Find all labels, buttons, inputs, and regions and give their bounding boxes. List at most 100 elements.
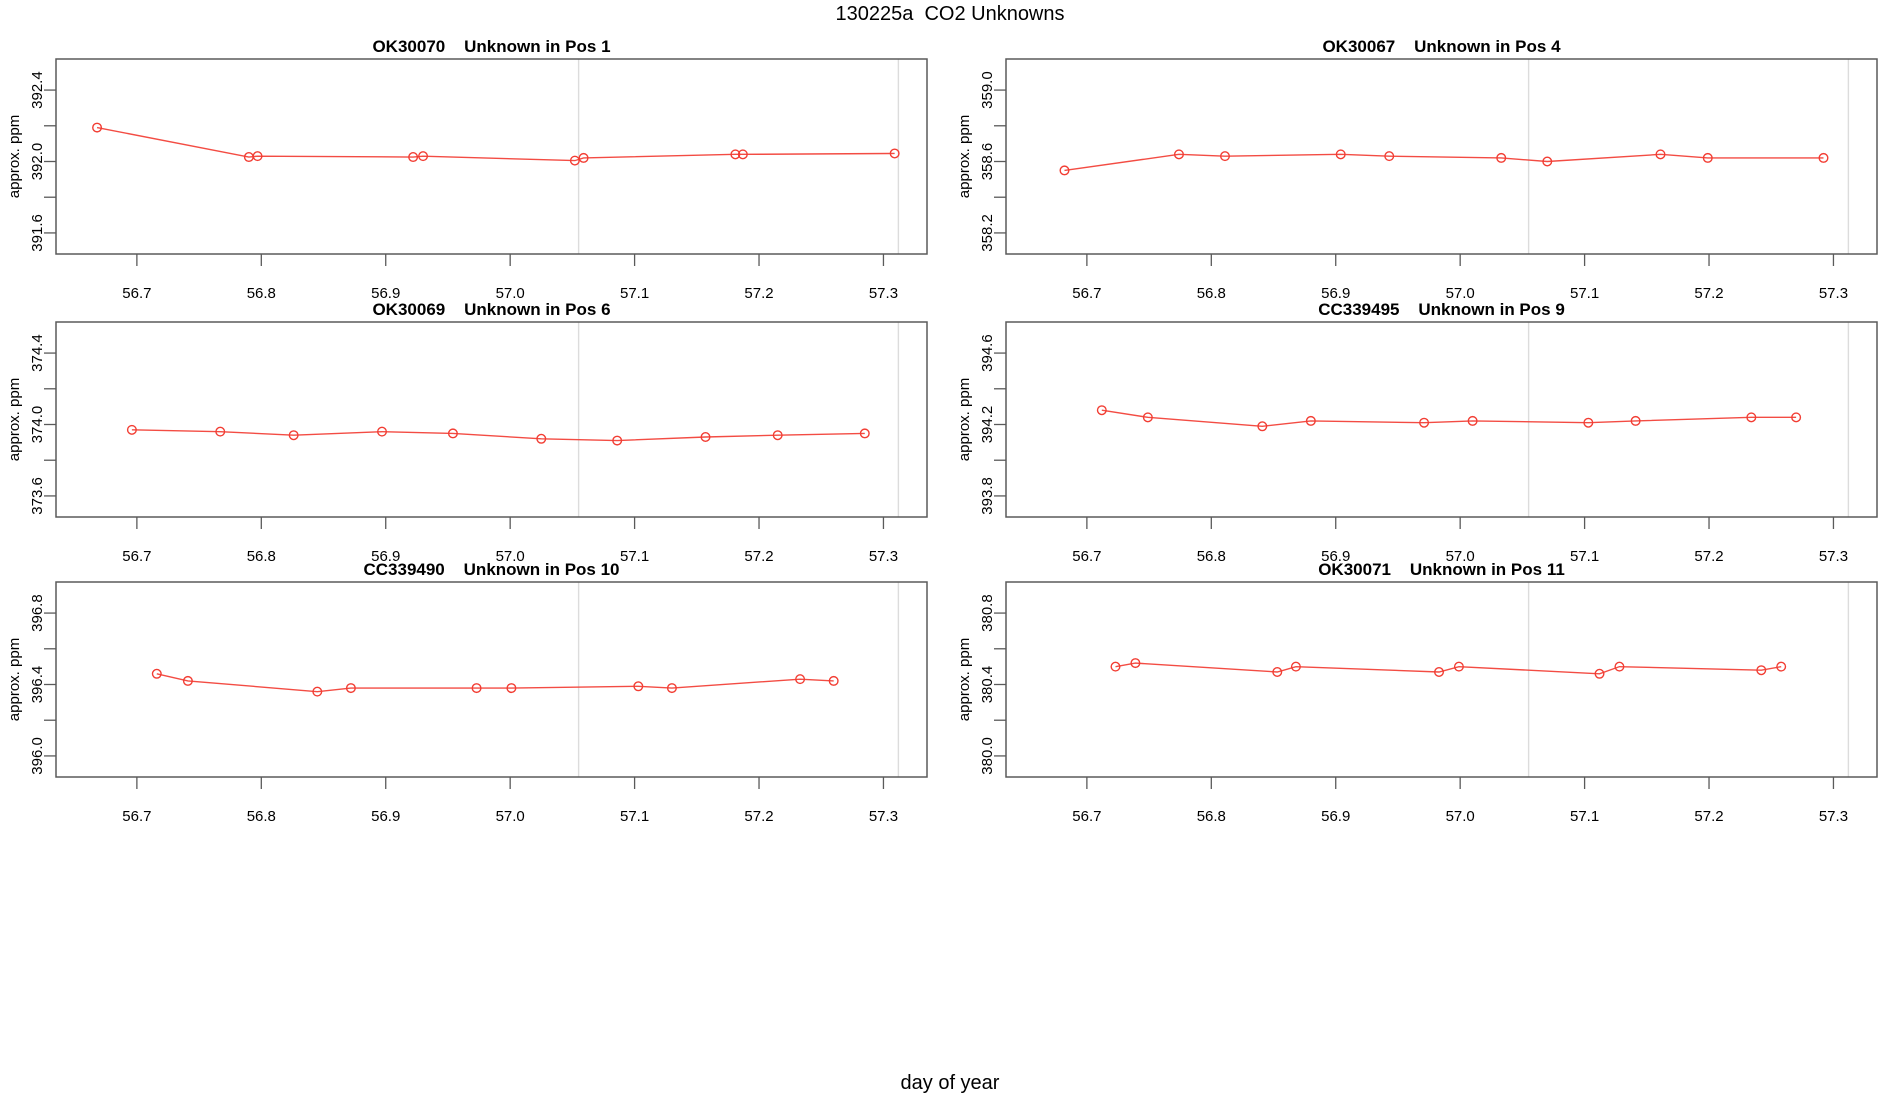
data-point <box>633 681 644 692</box>
data-point <box>1257 421 1268 432</box>
plot-box <box>55 581 928 778</box>
panel-title: CC339495 Unknown in Pos 9 <box>1318 300 1565 319</box>
data-point <box>612 435 623 446</box>
y-tick-label: 380.8 <box>979 594 996 632</box>
x-tick-label: 56.7 <box>1072 285 1101 302</box>
data-point <box>471 683 482 694</box>
x-tick-label: 57.2 <box>1694 808 1723 825</box>
panel-cc339490: CC339490 Unknown in Pos 10 56.7 56.8 56.9 57… <box>6 560 928 825</box>
x-tick-label: 57.0 <box>1446 808 1475 825</box>
y-tick-label: 358.6 <box>979 143 996 181</box>
data-point <box>536 433 547 444</box>
data-line <box>1064 153 1824 172</box>
x-axis-label: day of year <box>900 1072 1000 1094</box>
panel-ok30067: OK30067 Unknown in Pos 4 56.7 56.8 56.9 57.0… <box>956 37 1878 302</box>
x-tick-label: 56.8 <box>247 808 276 825</box>
panel-title: CC339490 Unknown in Pos 10 <box>363 560 619 579</box>
x-tick-label: 57.1 <box>1570 548 1599 565</box>
panel-cc339495: CC339495 Unknown in Pos 9 56.7 56.8 56.9 57.… <box>956 300 1878 565</box>
data-point <box>1776 661 1787 672</box>
panel-ok30071: OK30071 Unknown in Pos 11 56.7 56.8 56.9 57.… <box>956 560 1878 825</box>
x-tick-label: 56.7 <box>1072 808 1101 825</box>
y-tick-label: 396.8 <box>29 594 46 632</box>
y-tick-label: 380.0 <box>979 737 996 775</box>
x-tick-label: 57.3 <box>869 548 898 565</box>
data-point <box>859 428 870 439</box>
data-line <box>96 126 895 162</box>
data-point <box>1453 661 1464 672</box>
data-point <box>828 675 839 686</box>
data-point <box>1594 668 1605 679</box>
x-tick-label: 56.8 <box>247 548 276 565</box>
y-tick-label: 358.2 <box>979 214 996 252</box>
x-tick-label: 57.1 <box>1570 285 1599 302</box>
data-point <box>666 683 677 694</box>
y-tick-label: 380.4 <box>979 666 996 704</box>
data-point <box>1110 661 1121 672</box>
data-point <box>92 122 103 133</box>
data-point <box>1096 405 1107 416</box>
y-tick-label: 393.8 <box>979 477 996 515</box>
plot-box <box>55 58 928 255</box>
data-point <box>418 151 429 162</box>
data-point <box>1791 412 1802 423</box>
x-tick-label: 57.2 <box>744 548 773 565</box>
figure-title: 130225a CO2 Unknowns <box>835 3 1065 25</box>
plot-box <box>1005 58 1878 255</box>
data-point <box>1419 417 1430 428</box>
data-point <box>1335 149 1346 160</box>
data-point <box>1384 151 1395 162</box>
x-tick-label: 57.3 <box>1819 808 1848 825</box>
x-tick-label: 56.8 <box>1197 285 1226 302</box>
x-tick-label: 57.2 <box>744 808 773 825</box>
data-point <box>1305 415 1316 426</box>
data-point <box>1655 149 1666 160</box>
data-point <box>569 155 580 166</box>
x-tick-label: 57.3 <box>869 285 898 302</box>
y-tick-label: 396.0 <box>29 737 46 775</box>
data-point <box>1614 661 1625 672</box>
data-point <box>772 430 783 441</box>
x-tick-label: 56.8 <box>1197 808 1226 825</box>
x-tick-label: 56.9 <box>1321 808 1350 825</box>
y-axis-title: approx. ppm <box>6 115 23 198</box>
y-axis-title: approx. ppm <box>6 378 23 461</box>
data-point <box>1219 151 1230 162</box>
data-point <box>1630 415 1641 426</box>
data-point <box>730 149 741 160</box>
data-line <box>156 673 834 693</box>
x-tick-label: 57.0 <box>1446 285 1475 302</box>
data-point <box>737 149 748 160</box>
y-tick-label: 392.4 <box>29 71 46 109</box>
plot-box <box>1005 581 1878 778</box>
data-point <box>1059 165 1070 176</box>
data-point <box>345 683 356 694</box>
x-tick-label: 57.1 <box>620 808 649 825</box>
data-point <box>578 152 589 163</box>
data-line <box>1101 409 1797 427</box>
x-tick-label: 56.9 <box>1321 548 1350 565</box>
x-tick-label: 57.3 <box>1819 548 1848 565</box>
data-point <box>1818 152 1829 163</box>
x-tick-label: 57.2 <box>744 285 773 302</box>
data-point <box>1272 666 1283 677</box>
x-tick-label: 57.2 <box>1694 285 1723 302</box>
data-point <box>288 430 299 441</box>
x-tick-label: 56.9 <box>371 808 400 825</box>
data-point <box>215 426 226 437</box>
data-point <box>252 151 263 162</box>
data-point <box>1130 658 1141 669</box>
y-tick-label: 394.2 <box>979 406 996 444</box>
x-tick-label: 56.7 <box>122 285 151 302</box>
data-point <box>377 426 388 437</box>
data-point <box>700 431 711 442</box>
y-tick-label: 391.6 <box>29 214 46 252</box>
panel-title: OK30070 Unknown in Pos 1 <box>372 37 610 56</box>
data-point <box>408 152 419 163</box>
x-tick-label: 56.8 <box>1197 548 1226 565</box>
panel-title: OK30067 Unknown in Pos 4 <box>1322 37 1561 56</box>
data-point <box>151 668 162 679</box>
plot-box <box>1005 321 1878 518</box>
x-tick-label: 57.0 <box>496 548 525 565</box>
data-point <box>1434 666 1445 677</box>
